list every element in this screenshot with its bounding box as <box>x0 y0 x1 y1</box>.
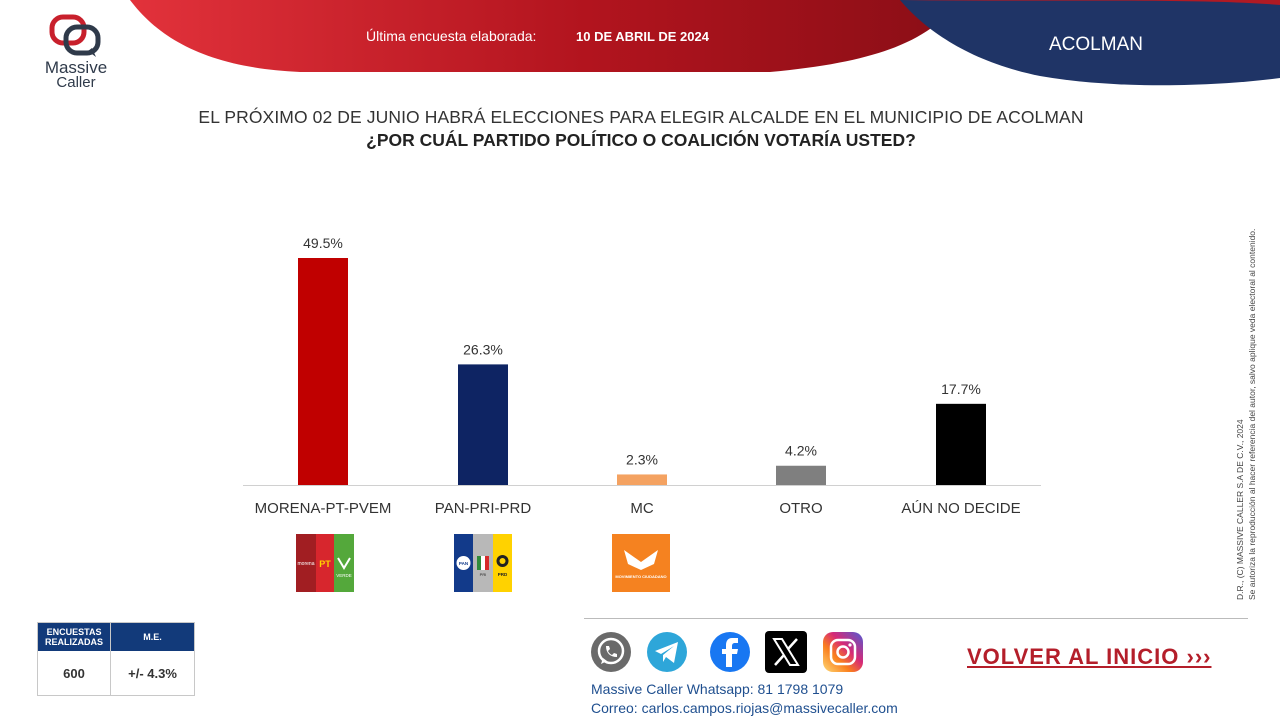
bar-1 <box>458 364 508 485</box>
copyright-line2: Se autoriza la reproducción al hacer ref… <box>1247 228 1257 600</box>
pan-pri-prd-logo: PAN PRI PRD <box>454 534 512 592</box>
data-label-3: 4.2% <box>785 443 817 459</box>
pan-logo-text: PAN <box>459 561 468 566</box>
bar-3 <box>776 465 826 485</box>
massive-caller-logo[interactable]: Massive Caller <box>34 14 118 98</box>
surveys-value: 600 <box>38 651 112 695</box>
surveys-header: ENCUESTAS REALIZADAS <box>38 623 112 651</box>
region-name: ACOLMAN <box>1049 34 1143 55</box>
mc-logo-text: MOVIMIENTO CIUDADANO <box>615 574 666 579</box>
email-contact: Correo: carlos.campos.riojas@massivecall… <box>591 700 898 716</box>
data-label-2: 2.3% <box>626 451 658 467</box>
data-label-4: 17.7% <box>941 381 981 397</box>
verde-logo-text: VERDE <box>336 573 352 578</box>
chart-question-line1: EL PRÓXIMO 02 DE JUNIO HABRÁ ELECCIONES … <box>198 107 1084 127</box>
email-address[interactable]: carlos.campos.riojas@massivecaller.com <box>641 700 898 716</box>
mc-logo: MOVIMIENTO CIUDADANO <box>612 534 670 592</box>
morena-logo-text: morena <box>298 561 315 567</box>
margin-error-header: M.E. <box>143 632 162 642</box>
instagram-icon[interactable] <box>822 631 864 673</box>
footer-divider <box>584 618 1248 619</box>
bar-2 <box>617 474 667 485</box>
facebook-icon[interactable] <box>709 631 751 673</box>
pri-logo-text: PRI <box>480 572 487 577</box>
bar-4 <box>936 403 986 485</box>
data-label-0: 49.5% <box>303 235 343 251</box>
margin-error-value: +/- 4.3% <box>128 665 177 681</box>
whatsapp-icon[interactable] <box>590 631 632 673</box>
logo-bubbles-icon <box>49 14 101 57</box>
logo-text-caller: Caller <box>56 74 96 91</box>
prd-logo-text: PRD <box>498 572 508 577</box>
morena-pt-pvem-logo: morena PT VERDE <box>296 534 354 592</box>
whatsapp-contact: Massive Caller Whatsapp: 81 1798 1079 <box>591 681 843 697</box>
back-to-home-link[interactable]: VOLVER AL INICIO ››› <box>967 644 1212 669</box>
category-label-1: PAN-PRI-PRD <box>435 500 532 517</box>
category-label-2: MC <box>630 500 653 517</box>
survey-date-label: Última encuesta elaborada: <box>366 28 537 44</box>
copyright-line1: D.R., (C) MASSIVE CALLER S.A DE C.V., 20… <box>1235 419 1245 600</box>
chart-question-line2: ¿POR CUÁL PARTIDO POLÍTICO O COALICIÓN V… <box>366 130 916 150</box>
survey-date: 10 DE ABRIL DE 2024 <box>576 29 709 44</box>
category-label-4: AÚN NO DECIDE <box>901 500 1020 517</box>
category-label-3: OTRO <box>779 500 822 517</box>
copyright-note: D.R., (C) MASSIVE CALLER S.A DE C.V., 20… <box>1234 140 1258 600</box>
category-label-0: MORENA-PT-PVEM <box>255 500 392 517</box>
header-accent-line <box>900 0 1280 5</box>
bar-0 <box>298 258 348 485</box>
logo-text-massive: Massive <box>44 58 108 77</box>
pt-logo-text: PT <box>319 559 331 569</box>
email-contact-label: Correo: <box>591 700 638 716</box>
telegram-icon[interactable] <box>646 631 688 673</box>
header-navy-swoosh <box>900 0 1280 86</box>
header-background <box>130 0 1280 86</box>
data-label-1: 26.3% <box>463 341 503 357</box>
whatsapp-contact-label: Massive Caller Whatsapp: <box>591 681 754 697</box>
survey-stats-table: ENCUESTAS REALIZADAS M.E. 600 +/- 4.3% <box>37 622 195 696</box>
header-red-swoosh <box>130 0 960 72</box>
x-icon[interactable] <box>765 631 807 673</box>
whatsapp-number[interactable]: 81 1798 1079 <box>757 681 844 697</box>
